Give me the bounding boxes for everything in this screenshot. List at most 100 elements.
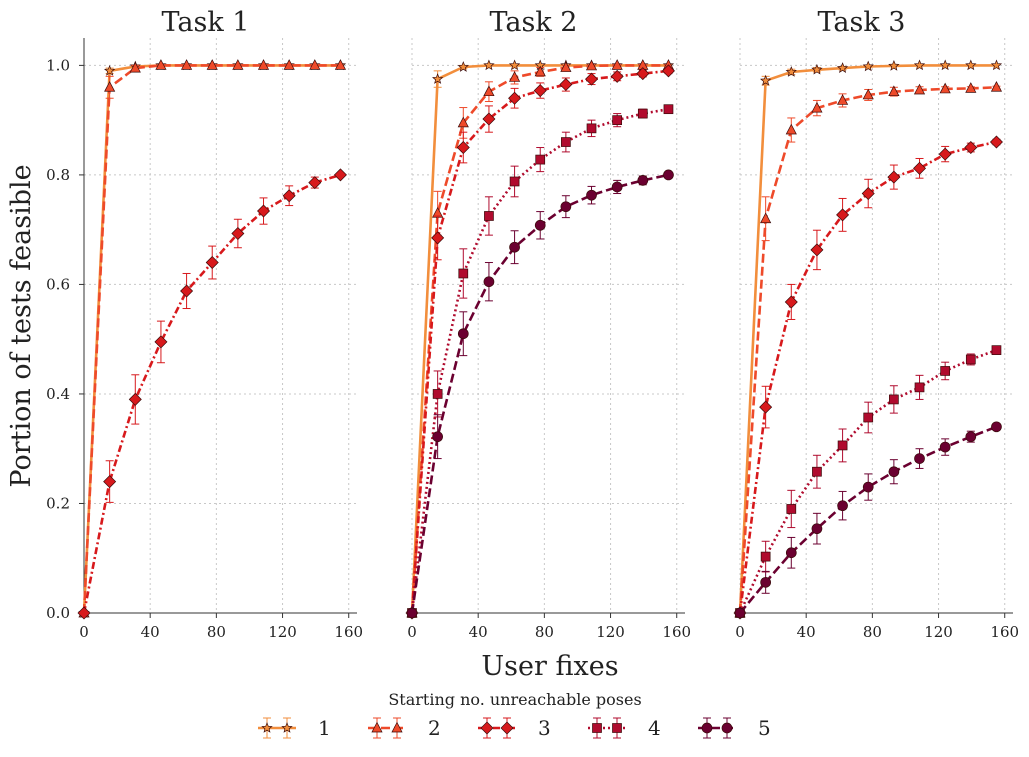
legend-title: Starting no. unreachable poses: [388, 690, 641, 709]
data-point: [205, 256, 219, 270]
data-point: [785, 66, 797, 77]
data-point: [812, 466, 822, 477]
data-point: [965, 59, 977, 71]
data-point: [837, 440, 848, 451]
x-axis-label: User fixes: [481, 651, 618, 682]
series-1: [734, 59, 1003, 618]
y-tick-label: 0.6: [46, 275, 70, 293]
data-point: [406, 607, 418, 619]
data-point: [939, 59, 951, 71]
data-point: [914, 453, 925, 464]
data-point: [837, 500, 848, 512]
data-point: [888, 59, 900, 71]
data-point: [334, 59, 347, 70]
data-point: [965, 431, 977, 443]
legend-marker: [721, 722, 733, 734]
data-point: [610, 69, 624, 83]
data-point: [77, 606, 91, 620]
data-point: [458, 268, 469, 279]
series-line: [82, 173, 341, 614]
legend-item-2: 2: [368, 716, 441, 740]
data-point: [887, 170, 901, 184]
series-1: [406, 59, 675, 618]
data-point: [785, 123, 797, 135]
data-point: [760, 576, 771, 588]
data-point: [509, 176, 520, 187]
data-point: [257, 59, 270, 70]
legend-label: 2: [428, 716, 441, 740]
data-point: [508, 59, 521, 71]
x-tick-label: 120: [596, 623, 625, 641]
data-point: [991, 421, 1002, 433]
series-2: [406, 59, 675, 618]
data-point: [309, 59, 321, 70]
legend-label: 4: [648, 716, 661, 740]
x-tick-label: 120: [268, 623, 297, 641]
legend-marker: [281, 722, 293, 733]
data-point: [560, 201, 572, 213]
legend-marker: [391, 721, 403, 733]
data-point: [760, 74, 772, 86]
data-point: [810, 243, 824, 257]
x-tick-label: 160: [662, 623, 691, 641]
data-point: [611, 181, 623, 193]
data-point: [939, 82, 951, 94]
data-point: [180, 284, 194, 298]
panel-1: 0 40 80 120 160 0.0 0.2 0.4 0.6 0.8 1.0 Task 1: [46, 7, 363, 641]
data-point: [257, 204, 271, 218]
data-point: [484, 211, 494, 221]
data-point: [964, 141, 978, 155]
data-point: [308, 176, 322, 190]
x-tick-label: 0: [79, 623, 89, 641]
panel-title: Task 3: [818, 7, 906, 38]
series-line: [82, 64, 341, 614]
legend-label: 1: [318, 716, 331, 740]
data-point: [914, 382, 925, 393]
data-point: [888, 85, 900, 97]
data-point: [637, 175, 649, 186]
data-point: [128, 392, 142, 406]
data-point: [333, 168, 347, 182]
y-axis-label: Portion of tests feasible: [6, 164, 37, 487]
data-point: [913, 83, 926, 95]
data-point: [432, 389, 443, 399]
data-point: [586, 189, 597, 201]
data-point: [432, 73, 444, 84]
panels: 0 40 80 120 160 0.0 0.2 0.4 0.6 0.8 1.0 Task 1 0 40 80…: [46, 7, 1019, 641]
data-point: [990, 59, 1003, 71]
data-point: [786, 504, 797, 514]
y-tick-label: 1.0: [46, 56, 70, 74]
data-point: [861, 187, 875, 201]
data-point: [734, 607, 746, 619]
series-5: [406, 169, 674, 619]
series-line: [410, 173, 669, 614]
data-point: [991, 345, 1002, 355]
data-point: [232, 59, 244, 70]
data-point: [785, 547, 797, 559]
legend-item-3: 3: [478, 716, 551, 740]
data-point: [837, 94, 849, 105]
data-point: [913, 161, 927, 175]
x-tick-label: 160: [334, 623, 363, 641]
x-tick-label: 160: [990, 623, 1019, 641]
panel-title: Task 2: [490, 7, 578, 38]
series-2: [78, 59, 347, 618]
data-point: [103, 475, 117, 489]
legend-item-1: 1: [258, 716, 331, 740]
y-tick-label: 0.4: [46, 385, 70, 403]
data-point: [283, 59, 295, 70]
series-3: [77, 168, 347, 620]
data-point: [663, 169, 674, 181]
data-point: [483, 85, 495, 97]
data-point: [483, 276, 495, 288]
data-point: [940, 366, 951, 376]
data-point: [154, 335, 168, 349]
data-point: [939, 441, 951, 453]
y-tick-label: 0.2: [46, 494, 70, 512]
y-tick-label: 0.8: [46, 166, 70, 184]
x-tick-label: 40: [469, 623, 488, 641]
data-point: [104, 81, 116, 92]
data-point: [103, 64, 116, 76]
data-point: [431, 231, 445, 245]
legend-item-5: 5: [698, 716, 771, 740]
